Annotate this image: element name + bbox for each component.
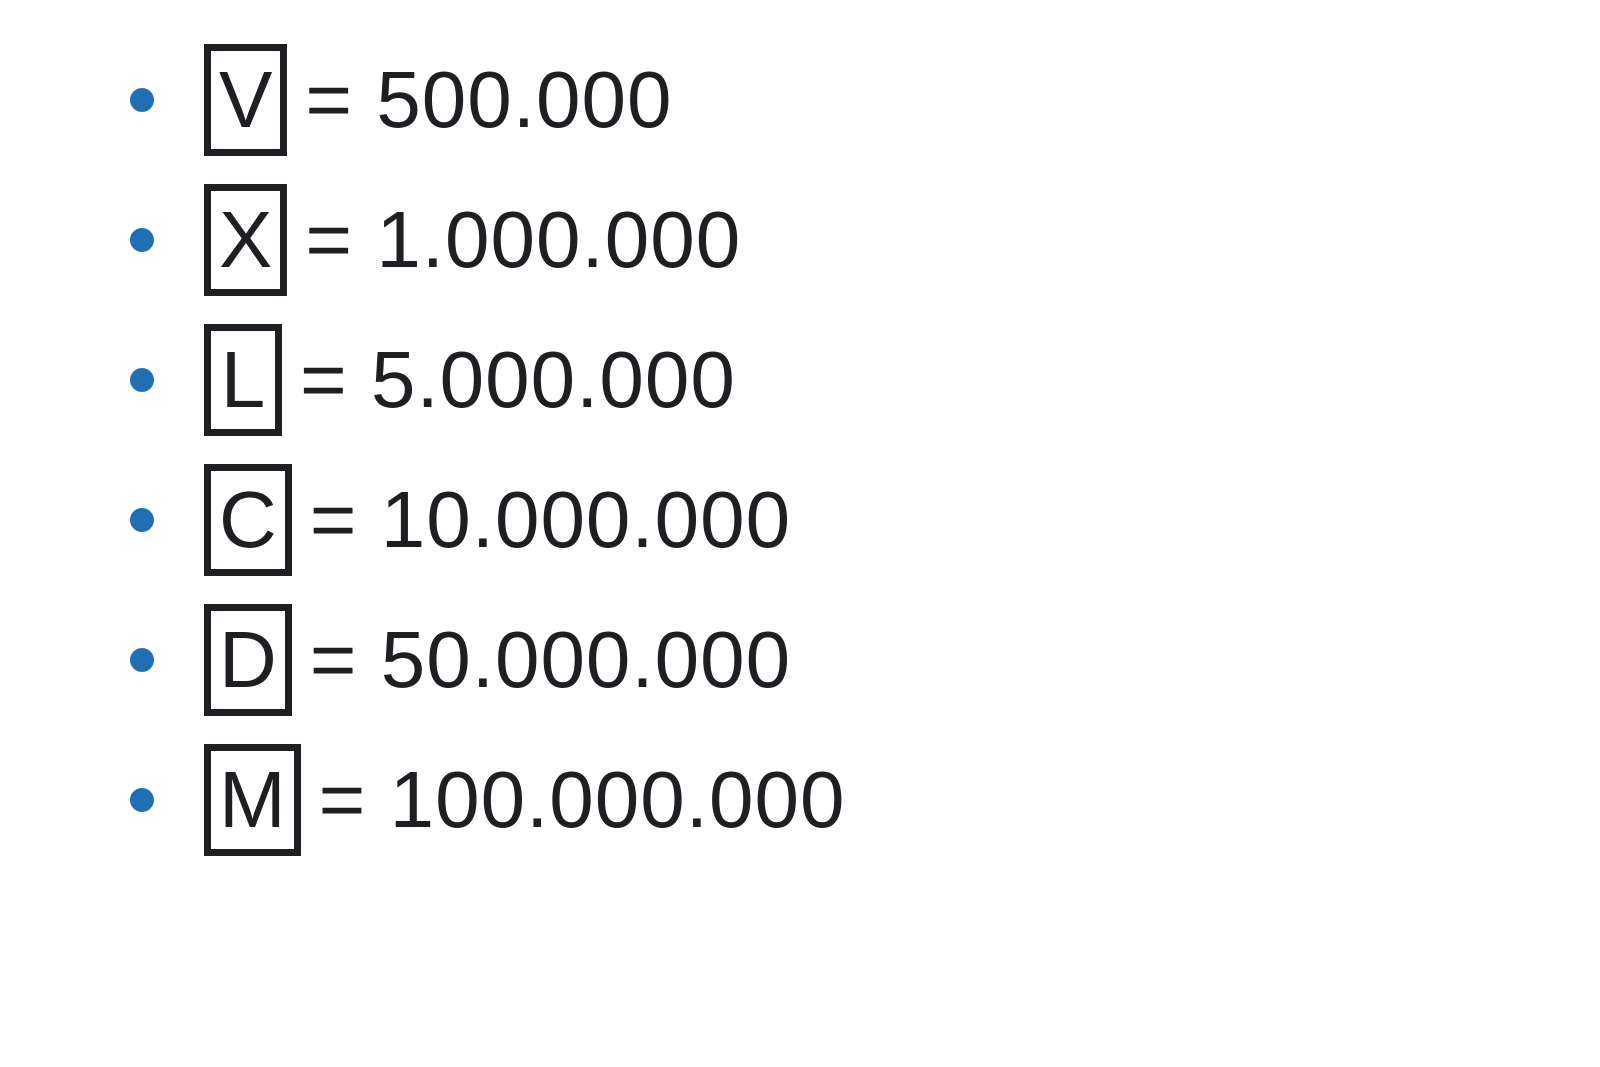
list-item: L = 5.000.000 — [130, 310, 845, 450]
value-text: = 50.000.000 — [310, 620, 791, 700]
value-text: = 100.000.000 — [319, 760, 846, 840]
bullet-icon — [130, 648, 154, 672]
equals-prefix: = — [310, 475, 381, 564]
bullet-icon — [130, 508, 154, 532]
number: 10.000.000 — [381, 475, 791, 564]
equals-prefix: = — [310, 615, 381, 704]
bullet-icon — [130, 228, 154, 252]
bullet-icon — [130, 88, 154, 112]
boxed-letter: L — [204, 324, 282, 436]
boxed-letter: C — [204, 464, 292, 576]
value-text: = 5.000.000 — [300, 340, 736, 420]
bullet-icon — [130, 788, 154, 812]
number: 5.000.000 — [371, 335, 736, 424]
equals-prefix: = — [300, 335, 371, 424]
equals-prefix: = — [305, 55, 376, 144]
value-text: = 500.000 — [305, 60, 672, 140]
number: 100.000.000 — [390, 755, 846, 844]
value-text: = 1.000.000 — [305, 200, 741, 280]
list-item: M = 100.000.000 — [130, 730, 845, 870]
value-text: = 10.000.000 — [310, 480, 791, 560]
boxed-letter: V — [204, 44, 287, 156]
boxed-letter: M — [204, 744, 301, 856]
number: 1.000.000 — [376, 195, 741, 284]
equals-prefix: = — [305, 195, 376, 284]
bullet-icon — [130, 368, 154, 392]
roman-numeral-list: V = 500.000 X = 1.000.000 L = 5.000.000 … — [130, 30, 845, 870]
equals-prefix: = — [319, 755, 390, 844]
list-item: V = 500.000 — [130, 30, 845, 170]
boxed-letter: D — [204, 604, 292, 716]
list-item: D = 50.000.000 — [130, 590, 845, 730]
number: 500.000 — [376, 55, 672, 144]
boxed-letter: X — [204, 184, 287, 296]
list-item: C = 10.000.000 — [130, 450, 845, 590]
list-item: X = 1.000.000 — [130, 170, 845, 310]
number: 50.000.000 — [381, 615, 791, 704]
